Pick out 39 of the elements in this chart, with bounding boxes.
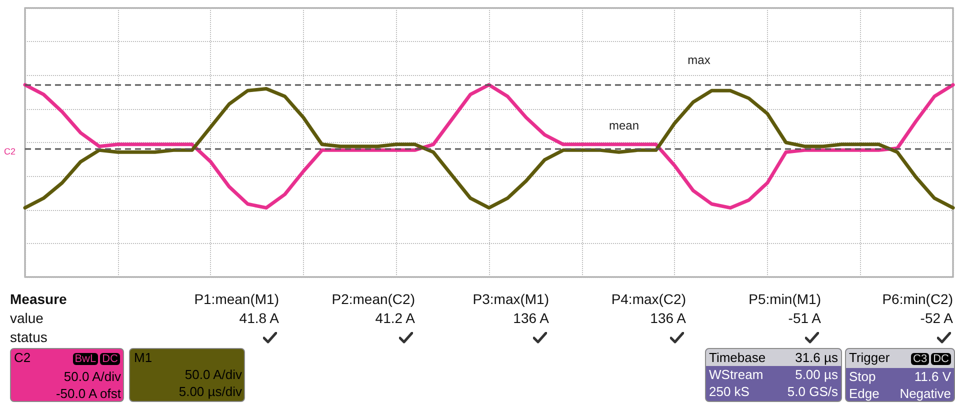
text: 5.00 µs	[795, 366, 838, 383]
text: Trigger	[849, 349, 890, 367]
text: P2:mean(C2)	[332, 291, 415, 307]
text: 5.0 GS/s	[787, 383, 838, 400]
text: C2	[4, 146, 16, 156]
text: 50.0 A/div	[62, 368, 122, 385]
text: 41.8 A	[239, 310, 279, 326]
text: Stop	[849, 368, 876, 385]
text: 5.00 µs/div	[178, 383, 243, 400]
text: C2	[14, 349, 31, 367]
ref-line-label: max	[688, 52, 710, 67]
text: 31.6 µs	[795, 349, 838, 366]
text: P3:max(M1)	[472, 291, 549, 307]
text: -51 A	[788, 310, 821, 326]
text: M1	[133, 349, 154, 366]
ref-line-label: mean	[608, 118, 640, 132]
text: 136 A	[513, 310, 549, 326]
text: C3	[911, 353, 930, 365]
text: value	[10, 310, 44, 326]
text: -50.0 A ofst	[54, 385, 122, 402]
text: Timebase	[709, 349, 766, 366]
text: BwL	[72, 353, 98, 365]
text: DC	[931, 353, 951, 365]
text: 250 kS	[709, 383, 750, 400]
text: WStream	[709, 366, 764, 383]
text: 50.0 A/div	[184, 366, 243, 383]
text: status	[10, 329, 48, 345]
text: P6:min(C2)	[882, 291, 953, 307]
text: 11.6 V	[914, 368, 951, 385]
text: P4:max(C2)	[611, 291, 686, 307]
text: P5:min(M1)	[748, 291, 821, 307]
text: Measure	[10, 291, 67, 307]
text: DC	[100, 353, 120, 365]
text: 41.2 A	[375, 310, 415, 326]
text: 136 A	[650, 310, 686, 326]
text: Negative	[900, 385, 951, 402]
text: P1:mean(M1)	[194, 291, 279, 307]
text: Edge	[849, 385, 880, 402]
text: -52 A	[920, 310, 953, 326]
